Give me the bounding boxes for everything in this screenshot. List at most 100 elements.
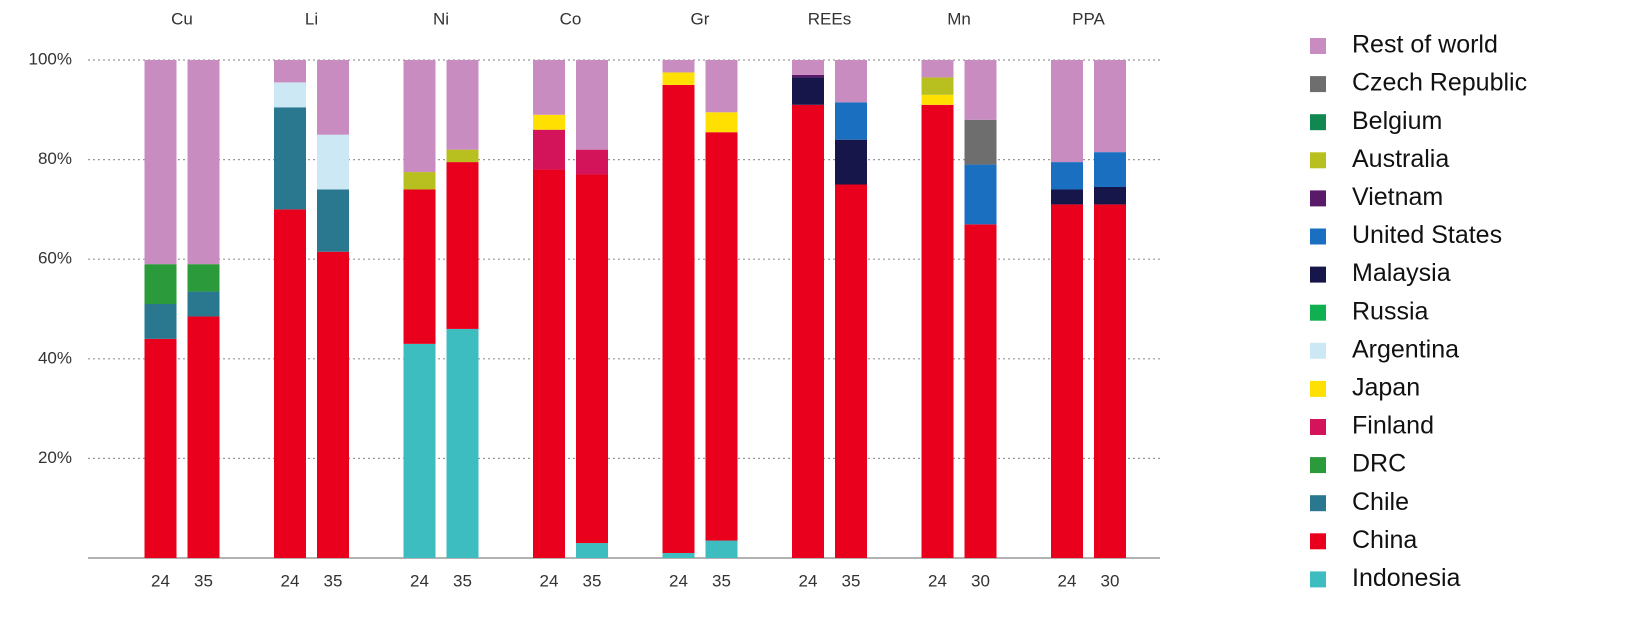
bar-segment (705, 132, 738, 541)
x-tick-label: 30 (971, 571, 990, 590)
bar-segment (317, 251, 349, 559)
x-tick-label: 35 (583, 571, 602, 590)
bar-segment (921, 77, 954, 95)
legend-swatch (1310, 228, 1326, 245)
bar-segment (144, 304, 177, 339)
group-label: Cu (171, 9, 193, 28)
bar-segment (576, 174, 608, 544)
legend-swatch (1310, 571, 1326, 588)
x-tick-label: 24 (669, 571, 688, 590)
legend-label: Czech Republic (1352, 69, 1527, 97)
legend-swatch (1310, 304, 1326, 321)
y-tick-label: 100% (29, 49, 72, 68)
legend-label: Vietnam (1352, 183, 1443, 211)
legend-label: Belgium (1352, 107, 1442, 135)
legend-swatch (1310, 342, 1326, 359)
legend-swatch (1310, 76, 1326, 93)
legend-label: Chile (1352, 488, 1409, 516)
bar-segment (835, 139, 867, 185)
bar-segment (187, 291, 220, 317)
bar-segment (964, 164, 997, 225)
bar-segment (187, 316, 220, 558)
legend-label: United States (1352, 221, 1502, 249)
legend-label: DRC (1352, 450, 1406, 478)
bar-segment (187, 60, 220, 265)
x-tick-label: 24 (1058, 571, 1077, 590)
group-label: Gr (691, 9, 710, 28)
legend-label: Argentina (1352, 335, 1459, 363)
legend-swatch (1310, 533, 1326, 550)
x-tick-label: 24 (410, 571, 429, 590)
bar-segment (662, 553, 695, 558)
bar-segment (274, 60, 306, 83)
legend-swatch (1310, 38, 1326, 54)
legend-swatch (1310, 152, 1326, 169)
bar-segment (403, 60, 436, 173)
bar-segment (446, 60, 479, 150)
bar-segment (662, 84, 695, 554)
bar-segment (792, 77, 824, 105)
bar-segment (274, 82, 306, 108)
group-label: Mn (947, 9, 971, 28)
bar-segment (1094, 204, 1126, 559)
group-label: Co (560, 9, 582, 28)
bar-segment (533, 60, 565, 115)
bar-segment (921, 94, 954, 105)
bar-segment (705, 540, 738, 558)
bar-segment (576, 543, 608, 558)
legend-swatch (1310, 457, 1326, 474)
bar-segment (533, 169, 565, 558)
group-label: Ni (433, 9, 449, 28)
legend-label: Finland (1352, 412, 1434, 440)
x-tick-label: 35 (324, 571, 343, 590)
x-tick-label: 24 (540, 571, 559, 590)
bar-segment (662, 60, 695, 73)
bar-segment (792, 74, 824, 78)
bar-segment (792, 60, 824, 75)
x-tick-label: 35 (194, 571, 213, 590)
bar-segment (921, 60, 954, 78)
legend-label: Russia (1352, 297, 1429, 325)
bar-segment (835, 184, 867, 558)
legend-label: Rest of world (1352, 31, 1498, 59)
bar-segment (446, 162, 479, 329)
x-tick-label: 35 (712, 571, 731, 590)
bar-segment (1051, 204, 1083, 559)
bar-segment (144, 264, 177, 305)
bar-segment (533, 129, 565, 170)
bar-segment (1094, 186, 1126, 205)
bar-segment (705, 60, 738, 113)
bar-segment (144, 60, 177, 265)
bar-segment (403, 343, 436, 558)
x-tick-label: 24 (281, 571, 300, 590)
bar-segment (576, 149, 608, 175)
bar-segment (1051, 60, 1083, 163)
y-tick-label: 80% (38, 149, 72, 168)
y-tick-label: 40% (38, 348, 72, 367)
x-tick-label: 24 (928, 571, 947, 590)
legend-swatch (1310, 266, 1326, 283)
legend-label: China (1352, 526, 1417, 554)
bar-segment (446, 328, 479, 558)
group-label: PPA (1072, 9, 1105, 28)
bar-segment (1094, 152, 1126, 187)
bar-segment (187, 264, 220, 292)
bar-segment (964, 119, 997, 165)
bar-segment (403, 172, 436, 190)
legend-swatch (1310, 419, 1326, 435)
bar-segment (921, 104, 954, 558)
bar-segment (317, 134, 349, 190)
bar-segment (1051, 189, 1083, 205)
x-tick-label: 30 (1101, 571, 1120, 590)
bar-segment (274, 209, 306, 558)
bar-segment (533, 114, 565, 130)
legend-swatch (1310, 190, 1326, 207)
bar-segment (317, 189, 349, 252)
x-tick-label: 24 (799, 571, 818, 590)
legend-label: Japan (1352, 374, 1420, 402)
legend-swatch (1310, 380, 1326, 397)
y-tick-label: 60% (38, 249, 72, 268)
bar-segment (1094, 60, 1126, 153)
group-label: REEs (808, 9, 851, 28)
